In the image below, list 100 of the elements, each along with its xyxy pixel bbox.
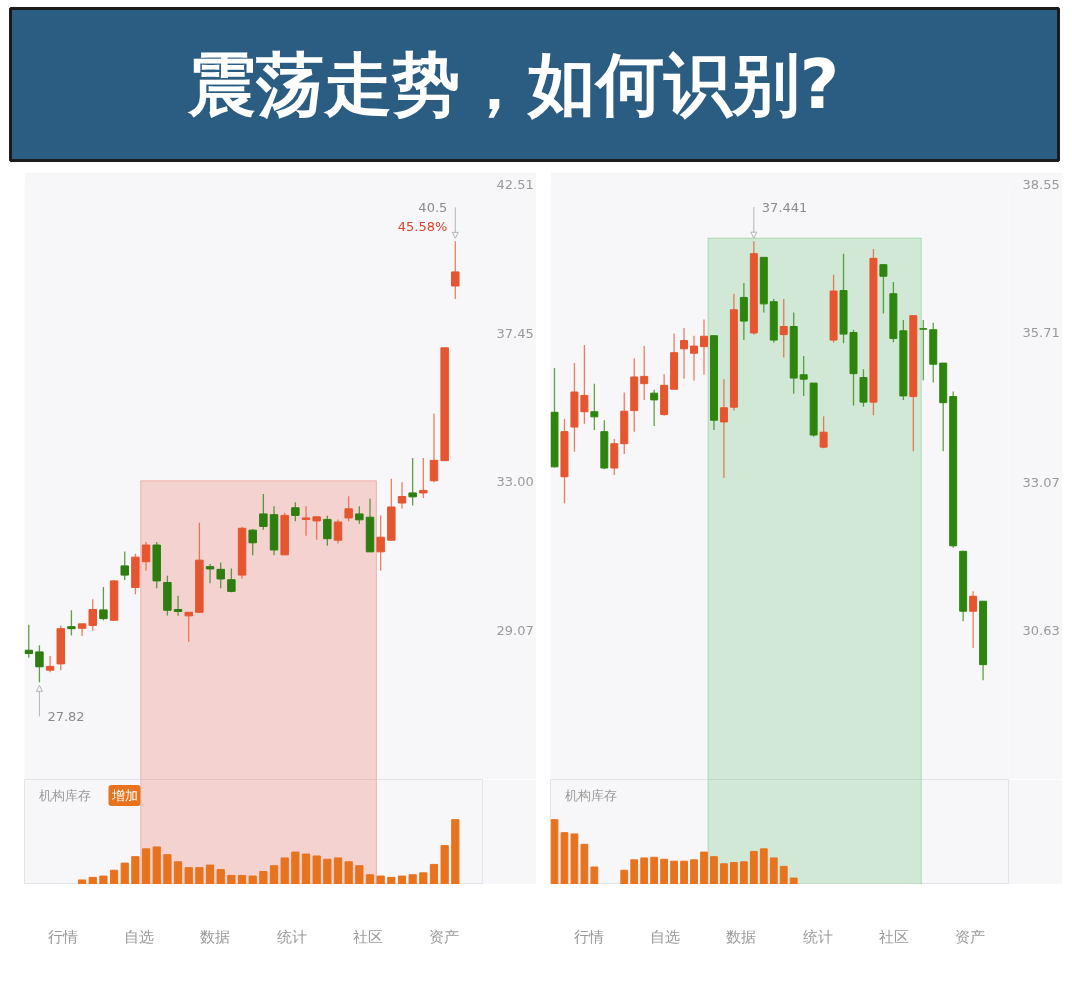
candlestick xyxy=(376,514,385,572)
candlestick xyxy=(451,240,460,300)
bar xyxy=(131,856,140,884)
bar xyxy=(769,857,778,884)
bar xyxy=(237,874,247,884)
text: 自选 xyxy=(650,928,680,947)
y-tick-label: 33.00 xyxy=(496,474,534,490)
text: 行情 xyxy=(573,928,604,947)
candlestick xyxy=(879,264,888,315)
candlestick xyxy=(919,319,928,381)
text: 资产 xyxy=(429,928,460,947)
candlestick xyxy=(259,493,268,531)
bar xyxy=(451,819,460,884)
candlestick xyxy=(173,595,183,617)
text: 自选 xyxy=(124,928,154,947)
bar xyxy=(650,856,659,884)
bar xyxy=(670,860,678,884)
text: 数据 xyxy=(200,928,231,947)
candlestick xyxy=(344,495,353,522)
bar xyxy=(280,857,289,884)
candlestick xyxy=(397,481,407,510)
candlestick xyxy=(248,528,257,556)
bar xyxy=(419,872,428,884)
text: 资产 xyxy=(955,928,986,947)
candlestick xyxy=(739,282,748,341)
candlestick xyxy=(408,457,417,507)
bar xyxy=(333,857,343,884)
bar xyxy=(580,843,589,884)
candlestick xyxy=(719,378,728,479)
candlestick xyxy=(590,382,599,431)
bar xyxy=(344,861,353,884)
bar xyxy=(205,864,215,884)
bar xyxy=(739,861,748,884)
bar xyxy=(227,874,236,884)
candlestick xyxy=(650,389,659,427)
bar xyxy=(759,848,768,884)
candlestick xyxy=(99,586,108,621)
candlestick xyxy=(429,412,439,483)
chart-title: 机构库存 xyxy=(38,788,91,803)
candlestick xyxy=(88,598,97,632)
y-tick-label: 38.55 xyxy=(1022,177,1060,192)
text: 增加 xyxy=(110,788,138,803)
bar xyxy=(570,833,579,884)
bar xyxy=(376,875,385,884)
bar xyxy=(120,862,129,884)
y-tick-label: 30.63 xyxy=(1022,623,1060,639)
chart-title: 震荡走势，如何识别? xyxy=(186,45,840,124)
bar xyxy=(590,866,599,884)
text: 行情 xyxy=(47,928,78,947)
bar xyxy=(323,858,332,884)
bar xyxy=(248,875,257,884)
candlestick xyxy=(323,515,332,547)
bar xyxy=(152,846,161,884)
annotation: 37.441 xyxy=(761,199,808,215)
bar xyxy=(660,858,669,884)
annotation: 27.82 xyxy=(47,708,85,724)
candlestick xyxy=(184,611,193,643)
bar xyxy=(88,876,97,884)
candlestick xyxy=(680,327,689,380)
bar xyxy=(184,867,193,884)
bar xyxy=(387,876,396,884)
y-tick-label: 29.07 xyxy=(496,623,534,639)
bar xyxy=(640,857,649,884)
candlestick xyxy=(216,561,225,589)
candlestick xyxy=(312,516,321,541)
annotation: 45.58% xyxy=(397,218,448,234)
candlestick xyxy=(700,318,708,376)
candlestick xyxy=(141,541,151,572)
candlestick xyxy=(120,550,129,581)
y-tick-label: 37.45 xyxy=(496,325,534,341)
bar xyxy=(720,863,728,884)
bar xyxy=(195,867,204,884)
candlestick xyxy=(67,609,76,637)
candlestick xyxy=(24,624,33,659)
candlestick xyxy=(779,298,788,359)
y-tick-label: 42.51 xyxy=(496,177,534,192)
candlestick xyxy=(35,644,44,683)
bar xyxy=(440,845,449,884)
bar xyxy=(269,865,279,884)
candlestick xyxy=(45,655,55,673)
bar xyxy=(291,851,300,884)
bar xyxy=(365,874,375,884)
bar xyxy=(109,869,119,884)
bar xyxy=(749,850,758,884)
chart-title: 机构库存 xyxy=(564,788,617,803)
bar xyxy=(429,863,439,884)
bar xyxy=(620,869,629,884)
text: 统计 xyxy=(802,928,833,947)
bar xyxy=(77,879,87,884)
text: 统计 xyxy=(276,928,307,947)
bar xyxy=(680,860,688,884)
bar xyxy=(397,875,407,884)
bar xyxy=(312,855,321,884)
candlestick xyxy=(301,505,311,537)
bar xyxy=(630,859,639,884)
candlestick xyxy=(419,457,428,499)
candlestick xyxy=(291,501,300,522)
bar xyxy=(163,854,172,884)
y-tick-label: 33.07 xyxy=(1022,474,1060,490)
bar xyxy=(99,875,108,884)
